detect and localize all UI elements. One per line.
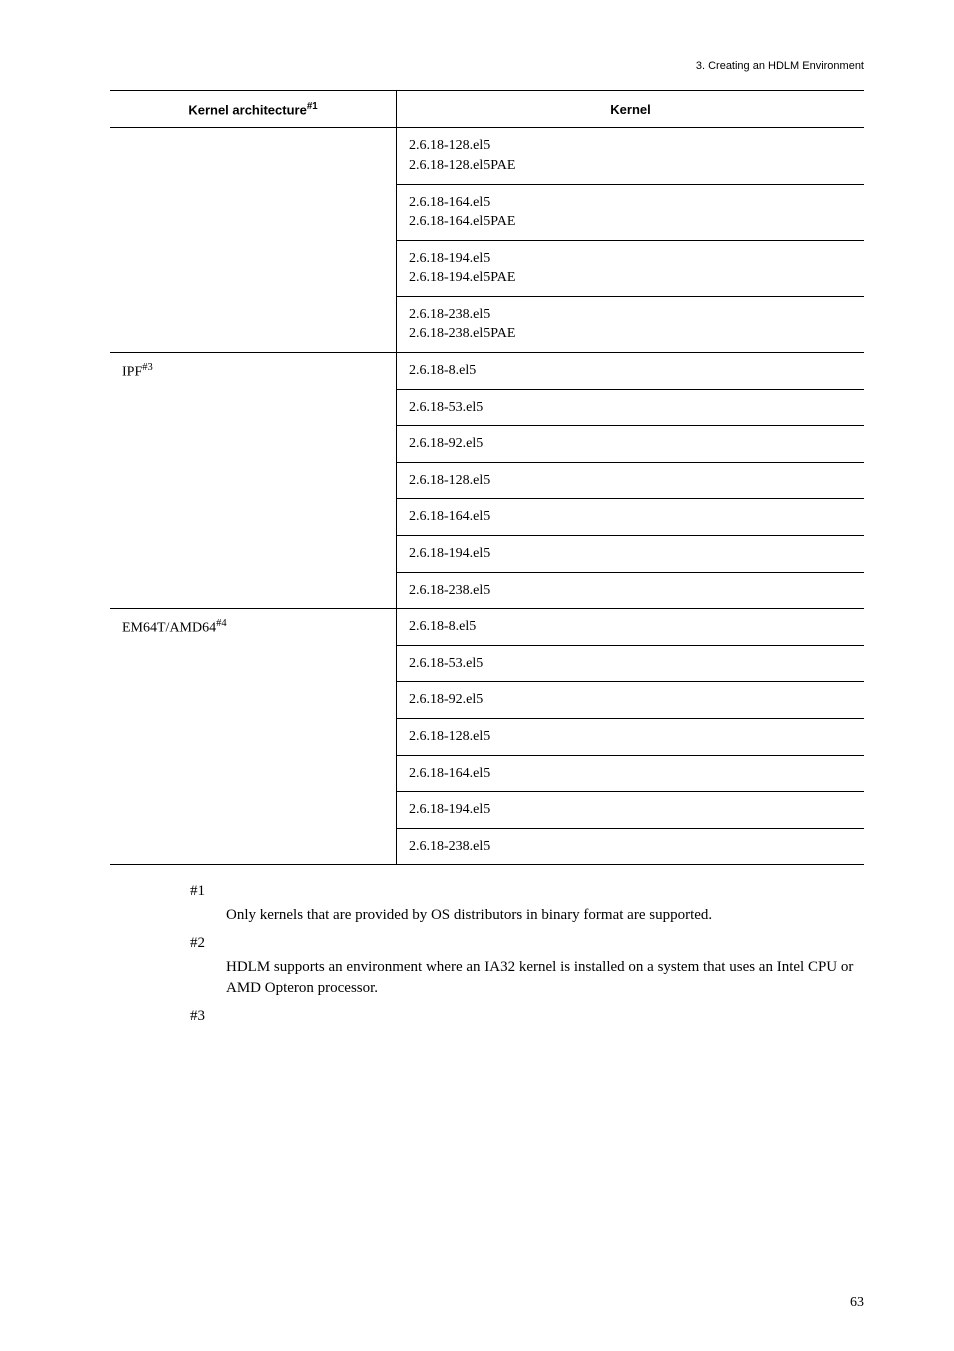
kernel-cell: 2.6.18-92.el5 — [397, 426, 864, 463]
kernel-cell: 2.6.18-238.el5 — [397, 572, 864, 609]
footnotes: #1Only kernels that are provided by OS d… — [190, 881, 864, 1028]
col-header-arch: Kernel architecture#1 — [110, 91, 397, 128]
kernel-cell: 2.6.18-128.el5 — [397, 462, 864, 499]
kernel-cell: 2.6.18-194.el5 — [397, 536, 864, 573]
kernel-cell: 2.6.18-164.el5 — [397, 499, 864, 536]
footnote-body: HDLM supports an environment where an IA… — [226, 957, 864, 1001]
table-row: IPF#32.6.18-8.el5 — [110, 353, 864, 390]
kernel-cell: 2.6.18-8.el5 — [397, 609, 864, 646]
footnote-number: #1 — [190, 881, 864, 903]
kernel-cell: 2.6.18-128.el52.6.18-128.el5PAE — [397, 128, 864, 184]
page-number: 63 — [850, 1295, 864, 1311]
table-row: EM64T/AMD64#42.6.18-8.el5 — [110, 609, 864, 646]
kernel-cell: 2.6.18-164.el52.6.18-164.el5PAE — [397, 184, 864, 240]
kernel-cell: 2.6.18-128.el5 — [397, 719, 864, 756]
kernel-cell: 2.6.18-194.el5 — [397, 792, 864, 829]
col-header-kernel: Kernel — [397, 91, 864, 128]
arch-cell: EM64T/AMD64#4 — [110, 609, 397, 865]
footnote-body: Only kernels that are provided by OS dis… — [226, 905, 864, 927]
kernel-cell: 2.6.18-238.el52.6.18-238.el5PAE — [397, 296, 864, 352]
table-row: 2.6.18-128.el52.6.18-128.el5PAE — [110, 128, 864, 184]
kernel-cell: 2.6.18-53.el5 — [397, 389, 864, 426]
footnote-number: #3 — [190, 1006, 864, 1028]
kernel-cell: 2.6.18-164.el5 — [397, 755, 864, 792]
kernel-cell: 2.6.18-53.el5 — [397, 645, 864, 682]
arch-cell: IPF#3 — [110, 353, 397, 609]
kernel-table: Kernel architecture#1 Kernel 2.6.18-128.… — [110, 90, 864, 865]
footnote-number: #2 — [190, 933, 864, 955]
kernel-cell: 2.6.18-8.el5 — [397, 353, 864, 390]
page-header: 3. Creating an HDLM Environment — [110, 60, 864, 72]
kernel-cell: 2.6.18-238.el5 — [397, 828, 864, 865]
arch-cell — [110, 128, 397, 353]
kernel-cell: 2.6.18-194.el52.6.18-194.el5PAE — [397, 240, 864, 296]
kernel-cell: 2.6.18-92.el5 — [397, 682, 864, 719]
